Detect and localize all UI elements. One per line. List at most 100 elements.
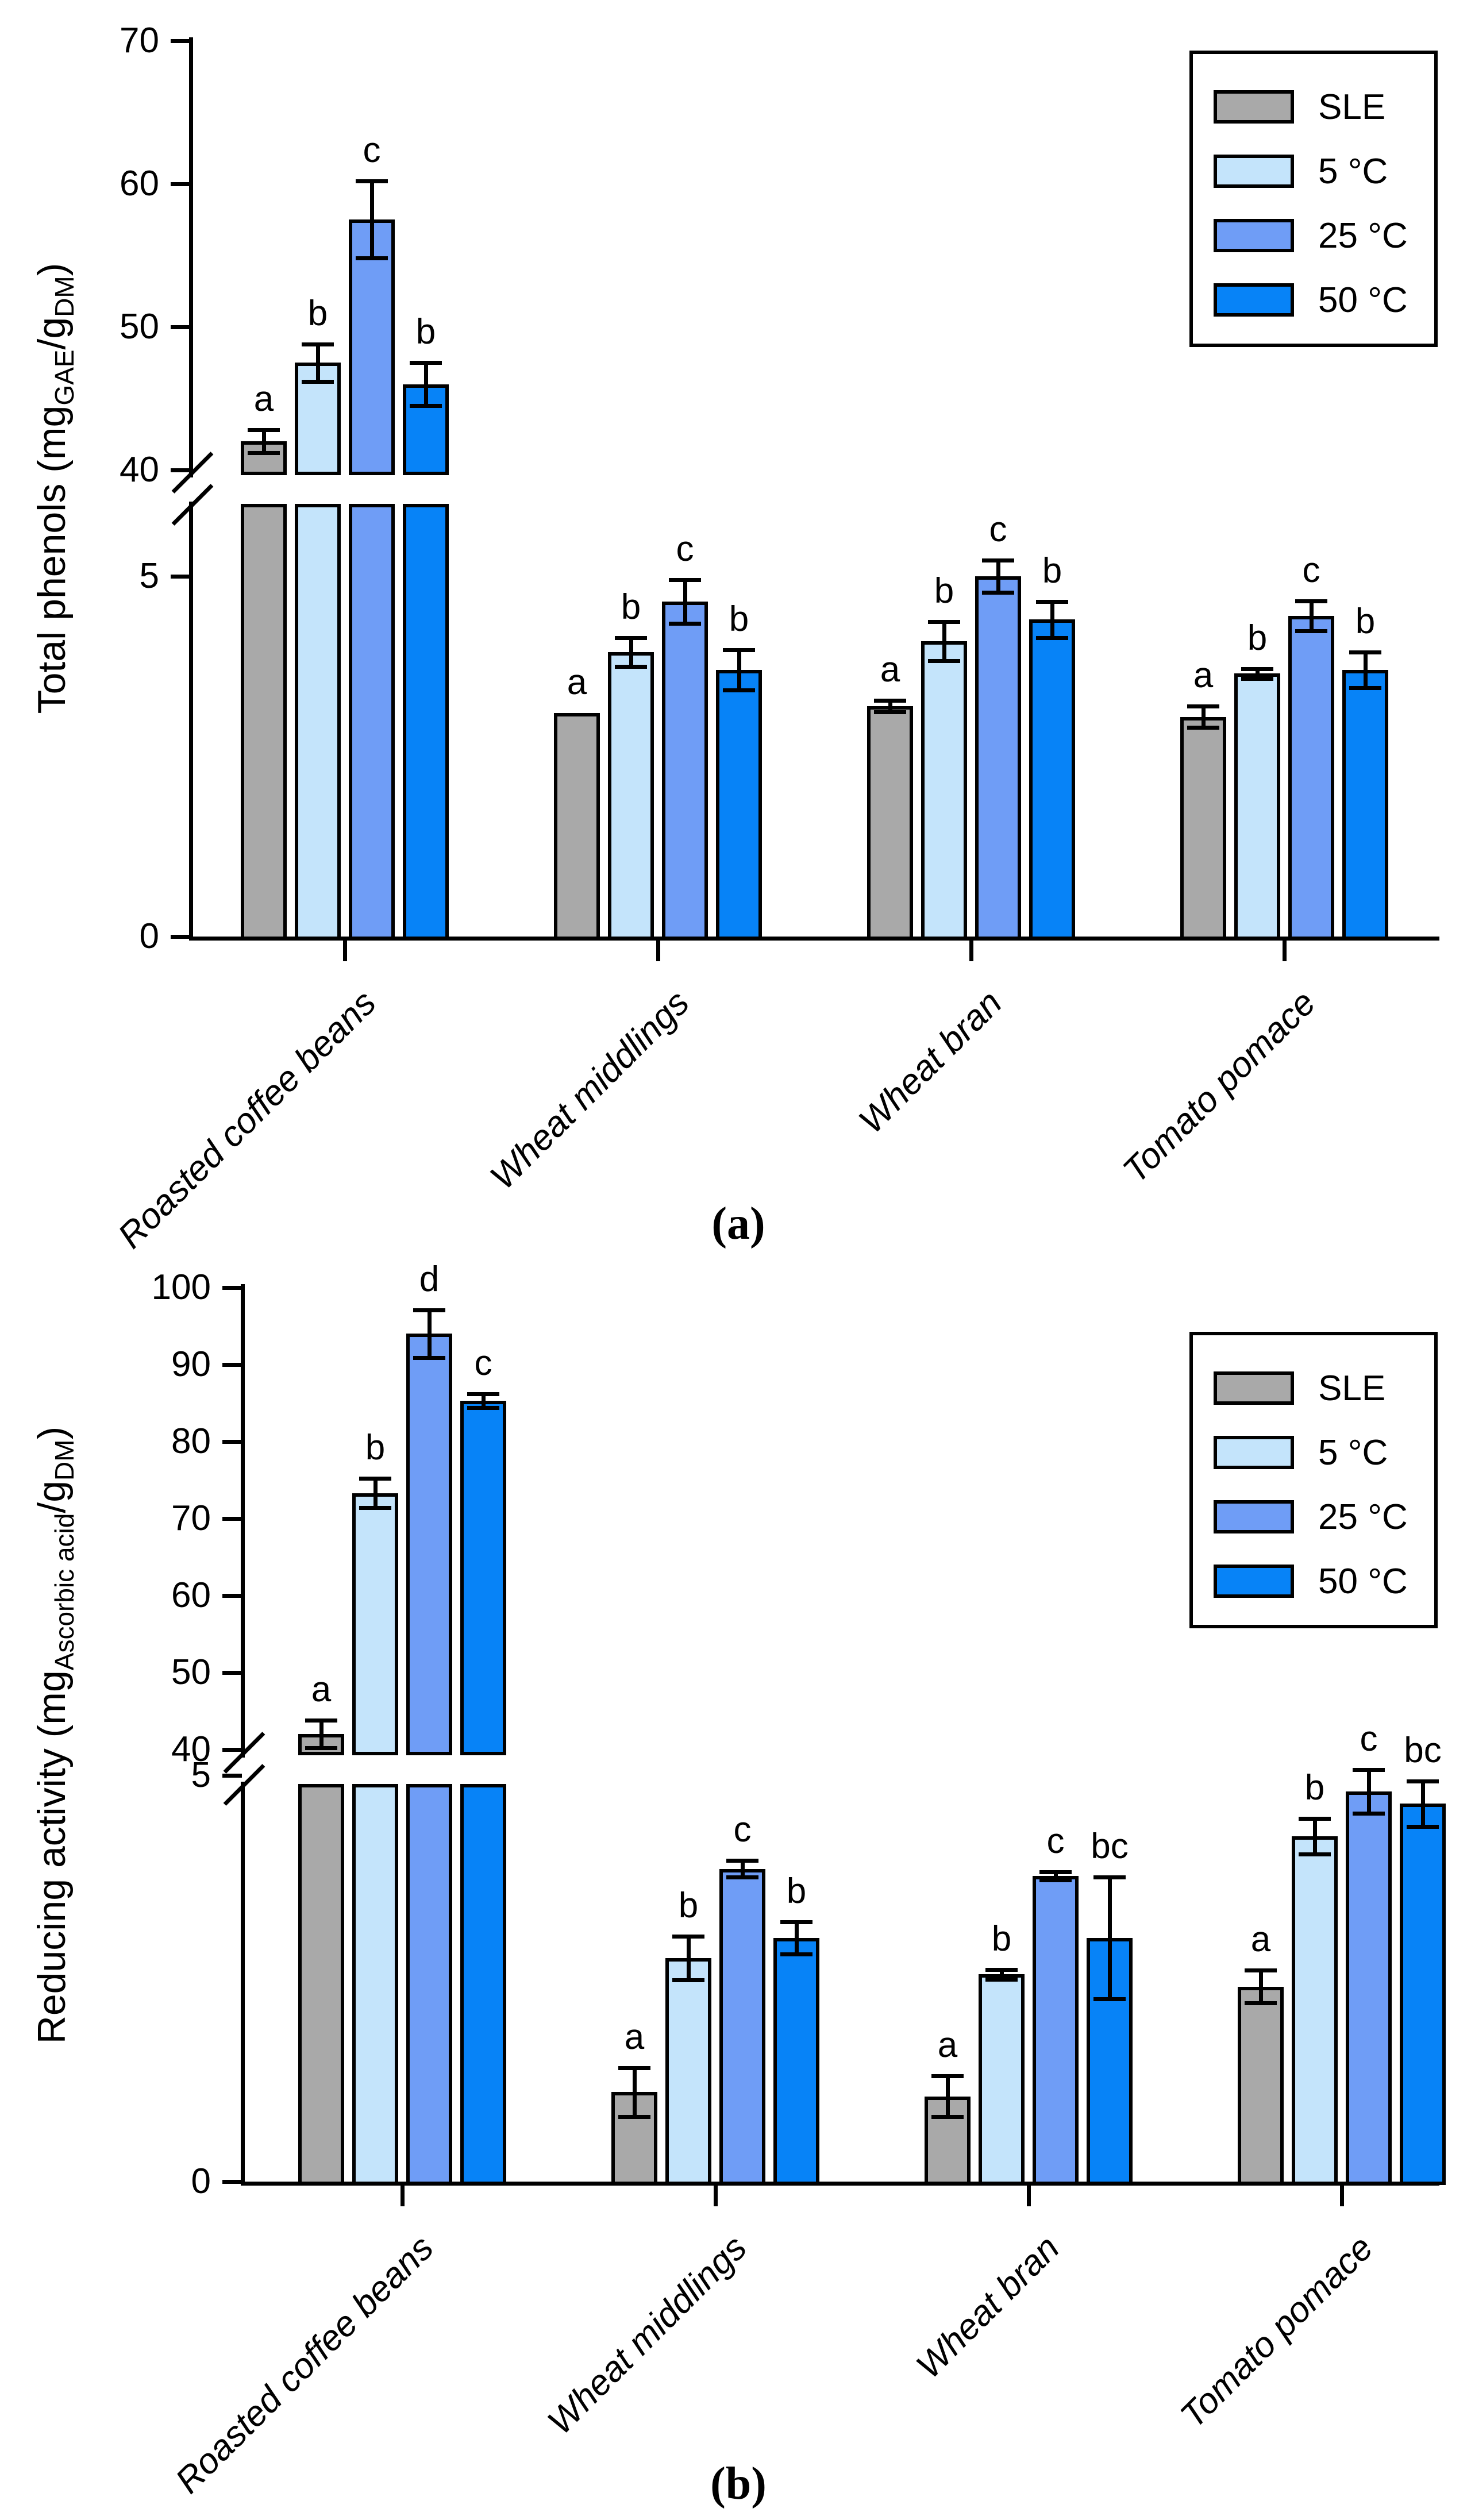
category-label: Wheat bran xyxy=(852,982,1010,1142)
significance-letter: b xyxy=(415,312,436,352)
error-bar xyxy=(424,363,428,406)
error-bar-cap xyxy=(1407,1779,1439,1783)
bar xyxy=(349,219,395,475)
error-bar-cap xyxy=(985,1977,1018,1982)
category-label: Roasted coffee beans xyxy=(110,982,384,1257)
legend-label: 5 °C xyxy=(1318,1432,1388,1473)
y-tick-label: 50 xyxy=(120,307,159,346)
significance-letter: b xyxy=(307,293,328,333)
bar xyxy=(1029,619,1075,940)
category-label: Tomato pomace xyxy=(1172,2228,1381,2436)
error-bar xyxy=(1054,1872,1058,1881)
significance-letter: b xyxy=(678,1885,699,1925)
error-bar-cap xyxy=(356,179,388,184)
x-tick xyxy=(714,2186,718,2206)
error-bar-cap xyxy=(928,620,960,624)
error-bar-cap xyxy=(305,1746,337,1751)
error-bar-cap xyxy=(780,1952,812,1957)
bar xyxy=(1234,673,1280,940)
error-bar-cap xyxy=(1299,1816,1331,1821)
error-bar-cap xyxy=(1036,599,1068,604)
error-bar-cap xyxy=(985,1967,1018,1972)
significance-letter: c xyxy=(676,529,694,569)
error-bar xyxy=(482,1393,486,1408)
error-bar-cap xyxy=(615,635,647,640)
bar xyxy=(352,1493,398,1755)
error-bar xyxy=(1108,1876,1112,1999)
error-bar-cap xyxy=(1349,650,1381,654)
legend-item-sle: SLE xyxy=(1214,1356,1434,1420)
bar xyxy=(608,652,654,940)
significance-letter: a xyxy=(253,379,274,419)
y-tick xyxy=(222,1517,242,1521)
bar xyxy=(1033,1876,1079,2185)
error-bar xyxy=(1364,652,1368,688)
temp-50c-swatch xyxy=(1214,283,1294,317)
legend-label: SLE xyxy=(1318,1368,1386,1408)
error-bar xyxy=(428,1309,432,1358)
bar xyxy=(406,1784,452,2185)
y-tick xyxy=(222,1774,242,1778)
x-tick xyxy=(969,941,973,961)
bar xyxy=(349,504,395,940)
y-tick-label: 40 xyxy=(171,1729,211,1769)
error-bar-cap xyxy=(982,558,1014,563)
bar xyxy=(295,504,341,940)
error-bar-cap xyxy=(1241,666,1273,671)
error-bar xyxy=(1313,1818,1317,1855)
legend-a: SLE 5 °C 25 °C 50 °C xyxy=(1189,51,1438,347)
significance-letter: c xyxy=(474,1343,492,1383)
y-tick xyxy=(222,1594,242,1598)
error-bar-cap xyxy=(615,664,647,669)
legend-item-5c: 5 °C xyxy=(1214,139,1434,203)
significance-letter: a xyxy=(937,2025,958,2066)
error-bar xyxy=(633,2068,637,2117)
error-bar xyxy=(683,580,687,623)
y-tick-label: 60 xyxy=(171,1575,211,1615)
y-tick xyxy=(222,1671,242,1675)
category-label: Wheat middlings xyxy=(482,982,697,1197)
bar xyxy=(773,1937,819,2185)
error-bar-cap xyxy=(467,1406,499,1411)
significance-letter: c xyxy=(1360,1719,1378,1759)
error-bar-cap xyxy=(1039,1878,1072,1883)
bar xyxy=(1238,1986,1284,2185)
y-tick-label: 70 xyxy=(120,21,159,60)
error-bar-cap xyxy=(1349,686,1381,691)
significance-letter: c xyxy=(1302,550,1320,590)
y-tick xyxy=(171,468,190,472)
error-bar xyxy=(942,622,946,661)
y-axis-line xyxy=(241,1284,245,1758)
x-tick xyxy=(401,2186,405,2206)
bar xyxy=(1292,1836,1338,2185)
bar xyxy=(403,504,449,940)
y-tick-label: 100 xyxy=(151,1267,211,1307)
error-bar-cap xyxy=(1295,629,1327,634)
sle-swatch xyxy=(1214,90,1294,124)
significance-letter: a xyxy=(1250,1920,1271,1960)
bar xyxy=(298,1784,344,2185)
error-bar-cap xyxy=(874,710,906,714)
y-tick-label: 5 xyxy=(191,1755,211,1795)
x-axis-line xyxy=(241,2182,1439,2186)
error-bar xyxy=(373,1478,378,1508)
error-bar-cap xyxy=(1407,1825,1439,1829)
bar xyxy=(406,1334,452,1755)
bar xyxy=(352,1784,398,2185)
legend-label: 50 °C xyxy=(1318,1561,1408,1601)
error-bar-cap xyxy=(248,451,280,456)
bar xyxy=(719,1868,765,2185)
error-bar-cap xyxy=(1039,1870,1072,1875)
significance-letter: b xyxy=(365,1428,386,1468)
error-bar-cap xyxy=(410,403,442,408)
y-tick xyxy=(222,1363,242,1367)
error-bar xyxy=(1421,1781,1425,1827)
bar xyxy=(665,1958,711,2185)
error-bar-cap xyxy=(1187,726,1219,730)
y-tick-label: 80 xyxy=(171,1421,211,1461)
error-bar-cap xyxy=(726,1875,758,1879)
x-tick xyxy=(656,941,660,961)
y-tick xyxy=(222,1286,242,1290)
legend-item-50c: 50 °C xyxy=(1214,1549,1434,1613)
y-tick-label: 60 xyxy=(120,164,159,203)
